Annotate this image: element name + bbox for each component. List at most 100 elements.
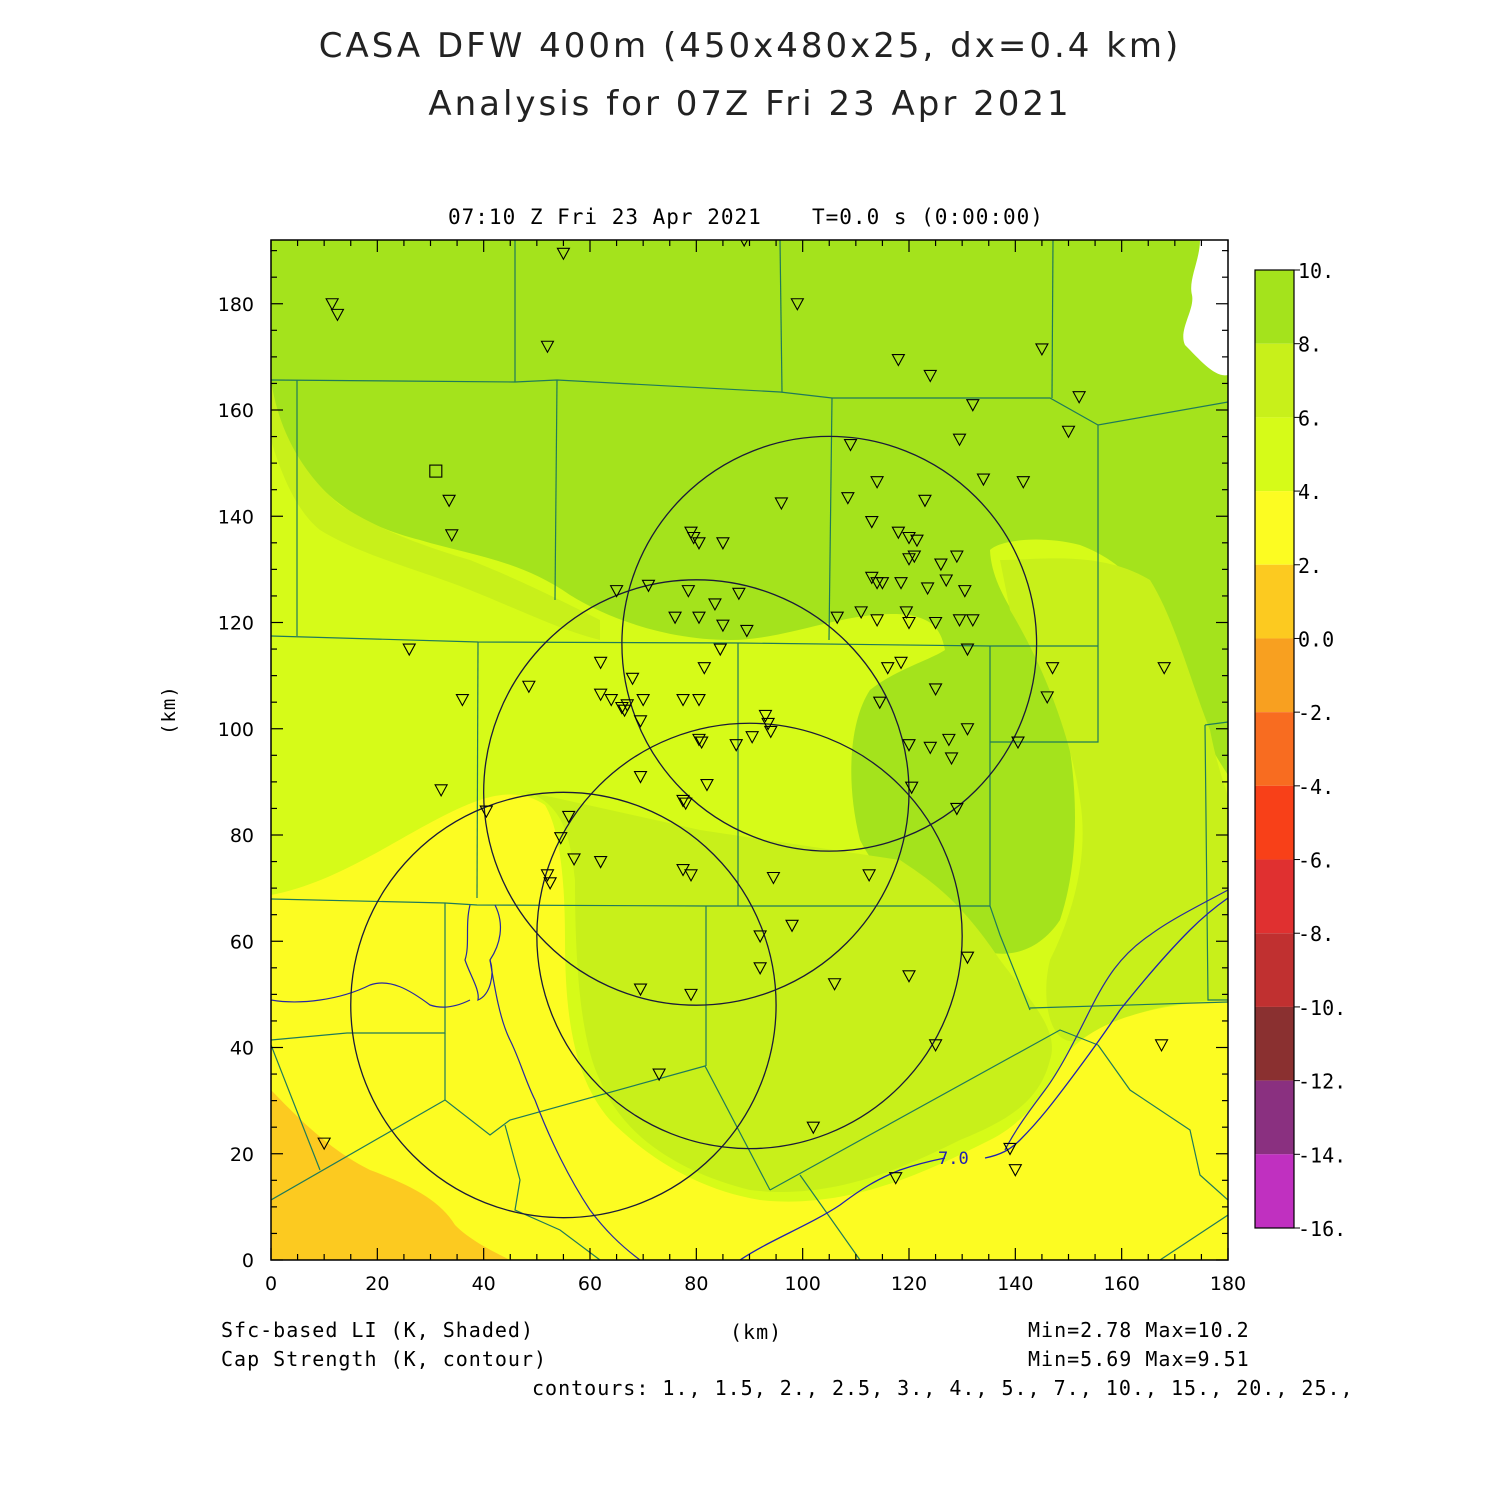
station-marker [668,611,682,625]
colorbar-segment [1255,270,1294,344]
x-tick-label: 120 [891,1273,927,1295]
station-marker [676,693,690,707]
radar-ring-2 [350,791,777,1219]
station-marker [774,497,789,511]
x-tick-label: 60 [578,1273,602,1295]
colorbar-segment [1255,417,1294,492]
colorbar-label: -12. [1298,1070,1346,1094]
station-marker [715,619,730,633]
station-marker [625,672,640,686]
colorbar-segment [1255,1154,1294,1228]
colorbar-segment [1255,343,1294,418]
station-marker [941,733,956,747]
colorbar-segment [1255,564,1294,639]
colorbar-label: -6. [1298,849,1334,873]
station-marker [1034,343,1049,357]
axis-ticks [270,240,1229,1261]
station-marker [1157,662,1172,675]
station-marker [910,534,924,548]
station-marker [790,298,805,311]
colorbar-segment [1255,712,1294,786]
footer-contours: contours: 1., 1.5, 2., 2.5, 3., 4., 5., … [532,1376,1354,1400]
station-marker [1061,425,1076,439]
station-marker [1154,1039,1169,1052]
station-marker [593,688,608,702]
station-marker [891,526,906,540]
station-marker [455,693,470,707]
station-marker [540,340,555,354]
colorbar-segment [1255,933,1294,1007]
station-marker [681,585,696,598]
station-marker [753,930,768,944]
station-marker [708,598,722,612]
station-marker [729,739,744,752]
station-marker [761,717,776,731]
station-marker [652,1068,667,1082]
y-tick-label: 20 [230,1144,254,1166]
station-marker [763,725,778,739]
station-marker [902,616,916,630]
station-marker [614,701,629,715]
radar-ring-3 [536,722,963,1150]
station-marker [952,614,967,627]
station-marker [609,585,624,598]
station-marker [636,693,651,707]
station-marker [902,739,916,752]
station-marker [641,579,656,593]
station-marker [1072,391,1087,404]
colorbar-label: -10. [1298,996,1346,1020]
station-marker [928,683,943,697]
y-tick-label: 100 [218,719,254,741]
colorbar-label: 4. [1298,480,1322,504]
station-marker [567,853,581,867]
station-marker [960,951,975,965]
station-marker [894,577,908,590]
station-marker [633,983,648,997]
station-marker [960,723,975,736]
station-marker [678,797,693,811]
station-marker [739,624,754,638]
station-marker [957,585,972,598]
colorbar-label: 10. [1298,259,1334,283]
station-marker [864,516,879,529]
station-marker [928,616,943,630]
station-marker [902,970,916,983]
station-marker [633,715,648,728]
chart-title-line2: Analysis for 07Z Fri 23 Apr 2021 [428,84,1072,124]
colorbar-label: -4. [1298,775,1334,799]
station-marker [939,574,954,588]
x-tick-label: 180 [1210,1273,1246,1295]
colorbar-label: -14. [1298,1143,1346,1167]
station-marker [556,247,571,261]
station-marker [830,611,845,625]
y-tick-label: 140 [218,506,254,528]
x-tick-label: 80 [684,1273,708,1295]
station-marker [918,494,932,508]
valid-time: 07:10 Z Fri 23 Apr 2021 [448,205,762,229]
station-marker [840,492,855,505]
y-tick-label: 120 [218,613,254,635]
li-shaded-field [271,240,1228,1260]
station-marker [553,832,568,845]
colorbar: 10. 8. 6. 4. 2. 0.0 -2. -4. -6. -8. -10. -12. -14. -1… [1254,259,1346,1241]
colorbar-label: 2. [1298,554,1322,578]
station-marker [933,558,948,572]
li-band-light-east [1000,558,1228,1042]
station-marker [952,433,967,447]
radar-ring-0 [621,435,1038,852]
colorbar-label: 6. [1298,406,1322,430]
station-marker [907,550,922,564]
station-marker [899,606,914,620]
station-marker [872,696,887,710]
station-marker [1008,1164,1023,1177]
station-marker [692,537,706,550]
station-marker [753,962,768,975]
colorbar-label: 0.0 [1298,627,1334,651]
colorbar-label: -16. [1298,1217,1346,1241]
station-marker [875,577,890,590]
x-tick-label: 160 [1104,1273,1140,1295]
x-tick-label: 100 [785,1273,821,1295]
station-marker [700,778,714,792]
station-marker [766,871,781,885]
